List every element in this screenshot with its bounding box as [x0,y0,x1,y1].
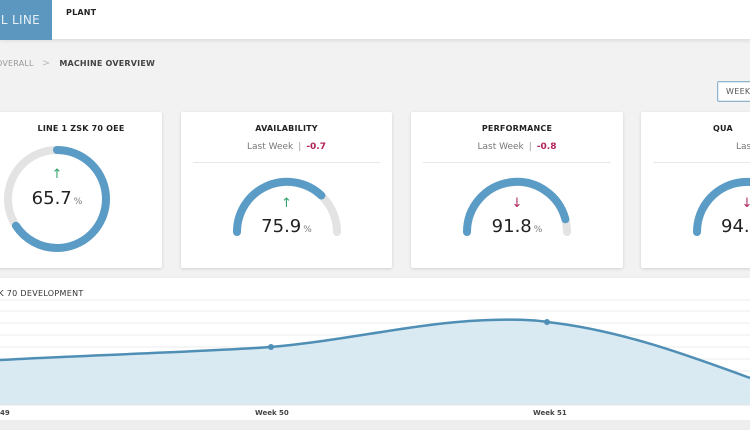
chevron-right-icon: > [41,58,51,69]
tab-line-label: L LINE [0,13,40,27]
breadcrumb-current: MACHINE OVERVIEW [59,59,156,68]
divider [193,162,380,163]
breadcrumb-overall[interactable]: OVERALL [0,59,34,68]
page-footer-strip [0,420,750,430]
chart-title: SK 70 DEVELOPMENT [0,289,84,298]
data-point-week-50 [268,344,274,350]
kpi-comparison: Last Wee [736,142,750,152]
chart-area-fill [0,319,750,405]
kpi-card-availability: AVAILABILITY Last Week | -0.7 ↑ 75.9% [181,112,392,268]
area-chart [0,299,750,406]
kpi-card-oee: LINE 1 ZSK 70 OEE ↑ 65.7% [0,112,162,268]
kpi-value: 65.7% [31,188,83,209]
kpi-value: 75.9% [261,216,312,237]
kpi-title: LINE 1 ZSK 70 OEE [37,124,125,133]
breadcrumb: OVERALL > MACHINE OVERVIEW [0,58,155,69]
kpi-delta: -0.8 [536,142,557,152]
kpi-title: QUA [713,124,733,133]
tab-line[interactable]: L LINE [0,0,52,40]
top-navigation: L LINE PLANT [0,0,750,40]
period-select-week[interactable]: WEEK [717,81,750,102]
divider [423,162,611,163]
performance-half-gauge [462,177,571,236]
x-tick-label: 49 [0,409,10,417]
data-point-week-51 [544,319,550,325]
trend-down-icon: ↓ [511,196,523,211]
tab-plant[interactable]: PLANT [66,8,97,17]
chart-line [0,318,750,380]
kpi-comparison: Last Week | -0.8 [477,142,557,152]
kpi-card-performance: PERFORMANCE Last Week | -0.8 ↓ 91.8% [411,112,623,268]
oee-ring-gauge [4,146,110,252]
kpi-value: 91.8% [491,216,543,237]
x-tick-label: Week 51 [533,409,567,417]
trend-up-icon: ↑ [281,196,292,211]
trend-down-icon: ↓ [741,196,750,211]
kpi-card-quality: QUA Last Wee ↓ 94. [641,112,750,268]
quality-half-gauge [692,177,750,236]
development-chart-panel: SK 70 DEVELOPMENT 49 Week 50 Week 51 [0,278,750,420]
kpi-title: AVAILABILITY [255,124,318,133]
availability-half-gauge [232,177,341,236]
trend-up-icon: ↑ [51,167,63,182]
kpi-comparison: Last Week | -0.7 [247,142,326,152]
kpi-delta: -0.7 [306,142,326,152]
kpi-title: PERFORMANCE [481,124,553,133]
kpi-value: 94. [721,216,750,237]
x-tick-label: Week 50 [255,409,289,417]
divider [653,162,750,163]
